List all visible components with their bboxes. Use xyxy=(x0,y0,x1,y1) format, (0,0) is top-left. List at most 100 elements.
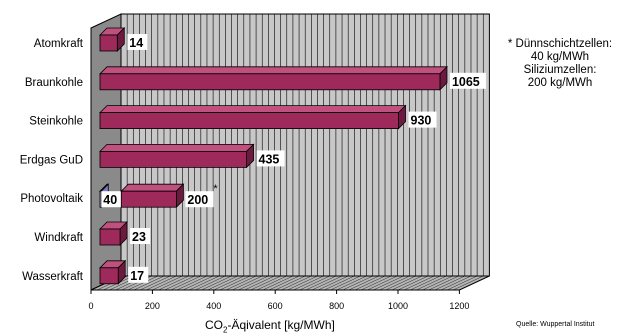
floor-grid-line xyxy=(404,275,435,291)
note-line-4: 200 kg/MWh xyxy=(527,77,593,89)
value-label: 930 xyxy=(411,114,432,128)
x-tick-label: 0 xyxy=(88,301,93,311)
source-note: Quelle: Wuppertal Institut xyxy=(516,321,595,328)
value-label-bg xyxy=(128,266,149,283)
value-label: 17 xyxy=(130,269,144,283)
value-label-bg xyxy=(185,191,214,208)
floor-grid-line xyxy=(207,275,238,291)
note-line-3: Siliziumzellen: xyxy=(523,64,597,76)
floor-grid-line xyxy=(158,275,189,291)
x-tick-label: 1200 xyxy=(449,301,469,311)
category-label: Atomkraft xyxy=(34,38,84,50)
value-label-bg xyxy=(130,228,151,244)
floor-grid-line xyxy=(244,275,275,291)
x-tick-label: 400 xyxy=(206,301,221,311)
floor-grid-line xyxy=(152,275,183,291)
value-label-bg xyxy=(449,72,486,89)
floor-grid-line xyxy=(422,275,453,291)
value-label-bg xyxy=(256,150,285,167)
bar xyxy=(99,259,127,285)
x-tick-label: 800 xyxy=(329,301,344,311)
floor-grid-line xyxy=(453,275,484,291)
floor-grid-line xyxy=(140,275,171,291)
floor-grid-line xyxy=(305,275,336,291)
category-label: Steinkohle xyxy=(29,116,83,128)
floor-grid-line xyxy=(250,275,281,291)
floor-grid-line xyxy=(176,275,208,291)
footnote-marker: * xyxy=(213,183,218,195)
floor-grid-line xyxy=(367,275,398,291)
floor-grid-line xyxy=(275,275,306,291)
floor-grid-line xyxy=(354,275,386,291)
floor-grid-line xyxy=(287,275,318,291)
floor-grid-line xyxy=(447,275,478,291)
floor-grid-line xyxy=(170,275,201,291)
value-label: 200 xyxy=(187,193,208,207)
floor-grid-line xyxy=(133,275,165,291)
floor-grid-line xyxy=(391,275,422,291)
bar xyxy=(99,143,255,169)
x-tick-label: 600 xyxy=(268,301,283,311)
value-label: 1065 xyxy=(452,75,480,89)
value-label-bg xyxy=(127,34,148,50)
floor-grid-line xyxy=(440,275,472,291)
bar xyxy=(99,104,407,130)
floor-grid-line xyxy=(318,275,349,291)
bar xyxy=(99,27,126,52)
value-label: 23 xyxy=(132,230,146,244)
floor-grid-line xyxy=(299,275,330,291)
floor-grid-line xyxy=(336,275,367,291)
floor-grid-line xyxy=(164,275,195,291)
floor-grid-line xyxy=(373,275,404,291)
floor-grid-line xyxy=(256,275,287,291)
x-tick-label: 1000 xyxy=(388,301,408,311)
category-label: Erdgas GuD xyxy=(20,154,83,166)
floor-grid-line xyxy=(311,275,343,291)
x-tick-label: 200 xyxy=(145,301,160,311)
floor-grid-line xyxy=(434,275,465,291)
floor-grid-line xyxy=(416,275,447,291)
floor-grid-line xyxy=(189,275,220,291)
bar xyxy=(120,183,185,209)
floor-grid-line xyxy=(385,275,416,291)
category-label: Wasserkraft xyxy=(22,271,84,283)
floor-grid-line xyxy=(225,275,257,291)
x-axis-label: CO2-Äqivalent [kg/MWh] xyxy=(205,318,335,335)
floor-grid-line xyxy=(379,275,410,291)
note-line-1: * Dünnschichtzellen: xyxy=(507,38,613,50)
floor-grid-line xyxy=(146,275,177,291)
floor-grid-line xyxy=(428,275,459,291)
floor-grid-line xyxy=(342,275,373,291)
floor-grid-line xyxy=(324,275,355,291)
floor-grid-line xyxy=(213,275,244,291)
floor-grid-line xyxy=(262,275,294,291)
secondary-value-label: 40 xyxy=(103,193,117,207)
floor-grid-line xyxy=(201,275,232,291)
floor-grid-line xyxy=(361,275,392,291)
floor-grid-line xyxy=(183,275,214,291)
value-label-bg xyxy=(408,111,437,128)
secondary-value-label-bg xyxy=(101,191,122,208)
floor-grid-line xyxy=(219,275,251,291)
floor-grid-line xyxy=(127,275,158,291)
floor-grid-line xyxy=(281,275,312,291)
floor-grid-line xyxy=(410,275,441,291)
legend-note: * Dünnschichtzellen: 40 kg/MWh Siliziumz… xyxy=(500,38,620,90)
category-label: Windkraft xyxy=(34,232,83,244)
floor-grid-line xyxy=(195,275,226,291)
floor-grid-line xyxy=(348,275,379,291)
category-label: Braunkohle xyxy=(25,77,83,89)
bar xyxy=(99,221,129,246)
floor-grid-line xyxy=(330,275,361,291)
floor-grid-line xyxy=(238,275,269,291)
floor-grid-line xyxy=(293,275,324,291)
value-label: 435 xyxy=(259,152,280,166)
category-label: Photovoltaik xyxy=(20,193,83,205)
floor-grid-line xyxy=(397,275,429,291)
bar xyxy=(99,65,448,91)
note-line-2: 40 kg/MWh xyxy=(530,51,590,63)
floor-grid-line xyxy=(268,275,300,291)
floor-grid-line xyxy=(232,275,263,291)
value-label: 14 xyxy=(129,36,143,50)
